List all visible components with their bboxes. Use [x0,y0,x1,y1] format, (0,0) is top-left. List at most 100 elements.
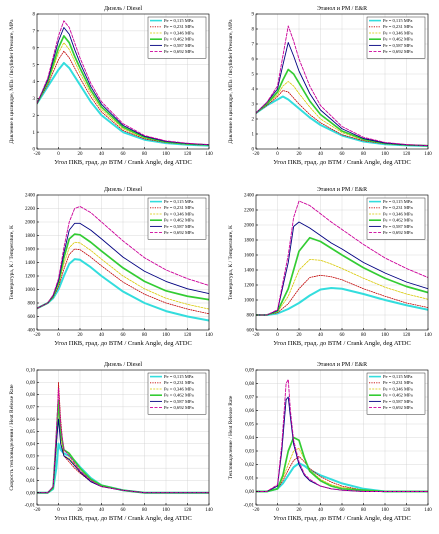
legend-label: Pe = 0,346 MPa [164,386,194,392]
legend-box [366,16,426,59]
legend-label: Pe = 0,115 MPa [383,18,412,24]
y-tick-label: 1600 [244,254,255,259]
legend-label: Pe = 0,587 MPa [383,224,413,230]
x-tick-label: 40 [99,508,105,513]
y-axis-label: Тепловыделение / Heat Release Rate [228,395,234,479]
x-tick-label: 40 [318,508,324,513]
y-tick-label: 0,01 [245,477,254,482]
series-group [256,379,428,493]
y-tick-label: 2 [252,118,255,123]
legend-box [147,197,207,240]
y-tick-label: 4 [252,88,255,93]
x-tick-label: 40 [99,333,105,338]
x-tick-label: 120 [184,333,192,338]
y-tick-label: 2400 [25,194,36,199]
chart-title: Этанол и РМ / E&R [317,362,367,368]
legend-label: Pe = 0,231 MPa [383,205,413,211]
y-tick-label: 2400 [244,194,255,199]
y-tick-label: 9 [252,13,255,18]
legend-label: Pe = 0,231 MPa [383,24,413,30]
y-tick-label: 600 [247,329,255,334]
x-tick-label: 40 [318,152,324,157]
y-tick-label: 1200 [25,275,36,280]
x-tick-label: 0 [276,333,279,338]
chart-panel-5: -20 0 20 40 60 80 100 120 140 -0,01 0,00 0,01 0,02 0,… [228,362,432,522]
y-tick-label: 2200 [244,209,255,214]
series-line-5 [256,25,428,147]
y-tick-label: 1000 [244,299,255,304]
legend-label: Pe = 0,346 MPa [164,30,194,36]
y-tick-label: 800 [247,314,255,319]
y-tick-label: 0,07 [245,396,254,401]
x-tick-label: 0 [57,152,60,157]
x-tick-label: 120 [403,152,411,157]
series-line-2 [256,259,428,316]
x-tick-label: 60 [340,333,346,338]
y-tick-label: 2200 [25,207,36,212]
y-tick-label: 0,01 [26,479,35,484]
x-tick-label: 100 [162,152,170,157]
y-tick-label: 0,09 [245,369,254,374]
legend-box [147,16,207,59]
x-tick-label: 80 [142,152,148,157]
x-tick-label: 60 [340,508,346,513]
y-tick-label: 0,07 [26,406,35,411]
chart-panel-2: -20 0 20 40 60 80 100 120 140 400 600 800 1000 1200 14… [9,187,213,347]
y-axis-label: Температура, К / Temperature, K [228,225,234,300]
y-tick-label: 7 [252,43,255,48]
y-tick-label: 2000 [244,224,255,229]
x-tick-label: -20 [253,508,260,513]
x-axis-label: Угол ПКВ, град. до ВТМ / Crank Angle, de… [273,159,411,166]
y-tick-label: 0,04 [245,436,254,441]
legend-label: Pe = 0,462 MPa [383,393,413,399]
legend-label: Pe = 0,115 MPa [383,199,412,205]
x-tick-label: 80 [142,508,148,513]
y-tick-label: 0,04 [26,442,35,447]
legend-label: Pe = 0,346 MPa [164,211,194,217]
series-line-3 [256,436,428,493]
x-tick-label: 120 [403,508,411,513]
series-line-1 [256,274,428,316]
chart-title: Дизель / Diesel [104,362,142,368]
x-tick-label: 0 [57,508,60,513]
legend-label: Pe = 0,462 MPa [164,393,194,399]
y-tick-label: 3 [33,97,36,102]
y-tick-label: 0,10 [26,369,35,374]
x-tick-label: 0 [57,333,60,338]
y-axis-label: Давление в цилиндре, МПа / Incylinder Pr… [9,19,15,144]
series-group [37,20,209,147]
x-tick-label: 140 [205,508,213,513]
x-tick-label: -20 [34,152,41,157]
legend-label: Pe = 0,346 MPa [383,30,413,36]
y-tick-label: 1600 [25,248,36,253]
legend-label: Pe = 0,231 MPa [164,380,194,386]
y-tick-label: 4 [33,80,36,85]
x-axis-label: Угол ПКВ, град. до ВТМ / Crank Angle, de… [54,340,192,347]
x-tick-label: 140 [424,508,432,513]
y-tick-label: 2 [33,114,36,119]
legend-label: Pe = 0,231 MPa [164,205,194,211]
chart-title: Дизель / Diesel [104,187,142,193]
x-tick-label: 40 [99,152,105,157]
legend-label: Pe = 0,462 MPa [164,37,194,43]
series-line-0 [256,95,428,147]
y-tick-label: 0 [33,148,36,153]
legend-label: Pe = 0,692 MPa [383,230,413,236]
y-tick-label: 3 [252,103,255,108]
legend-label: Pe = 0,462 MPa [383,37,413,43]
x-tick-label: 60 [121,152,127,157]
legend-label: Pe = 0,346 MPa [383,386,413,392]
series-line-0 [256,287,428,316]
chart-title: Дизель / Diesel [104,6,142,12]
series-line-1 [256,90,428,147]
x-tick-label: 60 [340,152,346,157]
legend-label: Pe = 0,115 MPa [164,18,193,24]
legend-label: Pe = 0,231 MPa [164,24,194,30]
legend-label: Pe = 0,692 MPa [164,230,194,236]
